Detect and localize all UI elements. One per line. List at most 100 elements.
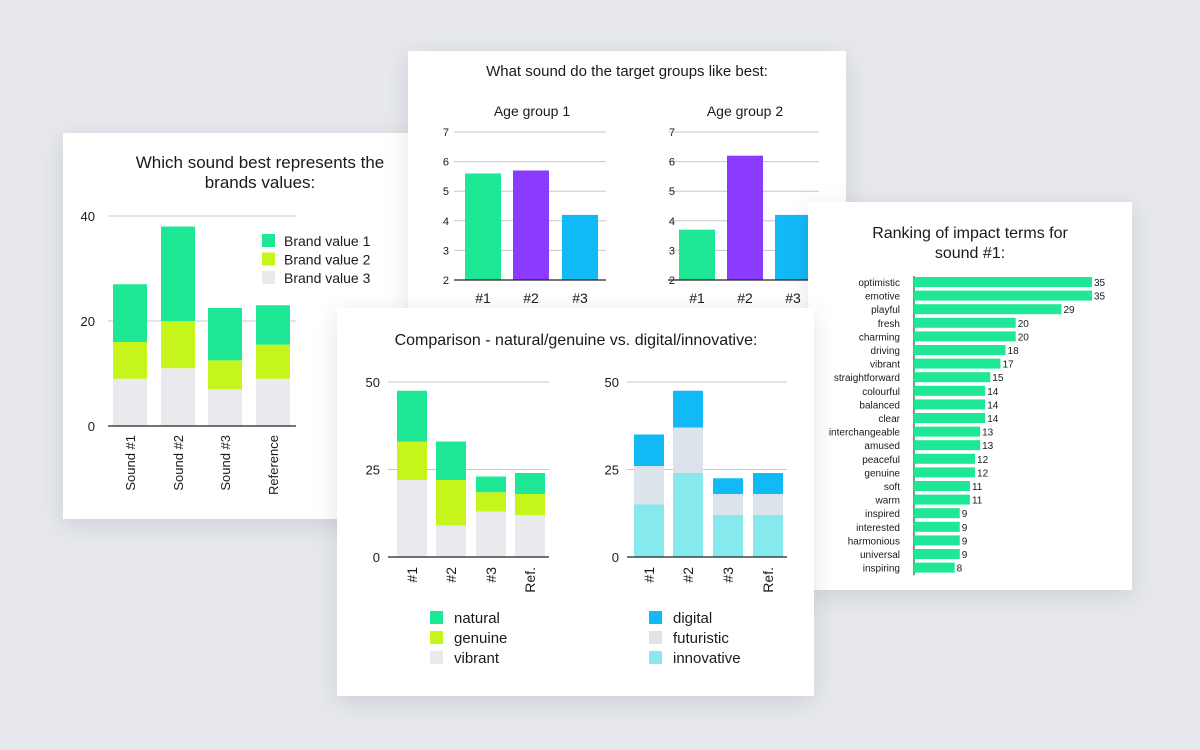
- bar-segment: [436, 441, 466, 480]
- legend-swatch: [430, 651, 443, 664]
- bar-segment: [113, 342, 147, 379]
- value-label: 9: [962, 550, 968, 561]
- y-tick-label: 4: [669, 216, 675, 228]
- value-label: 9: [962, 536, 968, 547]
- y-tick-label: 7: [443, 127, 449, 139]
- bar-segment: [634, 434, 664, 466]
- legend-label: Brand value 1: [284, 233, 371, 249]
- x-tick-label: Sound #3: [218, 435, 233, 491]
- bar: [679, 229, 715, 280]
- x-tick-label: #3: [572, 290, 588, 306]
- y-tick-label: 6: [443, 157, 449, 169]
- legend-swatch: [649, 651, 662, 664]
- bar: [914, 562, 955, 573]
- row-label: driving: [871, 346, 900, 357]
- value-label: 17: [1002, 360, 1014, 371]
- value-label: 11: [972, 482, 983, 493]
- legend-swatch: [430, 611, 443, 624]
- value-label: 8: [957, 564, 963, 575]
- value-label: 35: [1094, 278, 1106, 289]
- x-tick-label: #3: [483, 567, 499, 583]
- bar-segment: [208, 389, 242, 426]
- impact-ranking-chart: Ranking of impact terms for sound #1: opti…: [829, 225, 1106, 576]
- legend-swatch: [649, 631, 662, 644]
- bar: [562, 214, 598, 280]
- row-label: amused: [864, 441, 900, 452]
- bar-segment: [713, 494, 743, 515]
- row-label: interchangeable: [829, 428, 901, 439]
- x-tick-label: #1: [404, 567, 420, 583]
- chart-title: Comparison - natural/genuine vs. digital…: [395, 332, 758, 349]
- impact-ranking-card: Ranking of impact terms for sound #1: opti…: [808, 202, 1132, 590]
- chart-title-line: Which sound best represents the: [136, 153, 385, 172]
- y-tick-label: 50: [605, 375, 619, 390]
- bar: [914, 440, 981, 451]
- legend-label: futuristic: [673, 630, 729, 647]
- legend-swatch: [262, 271, 275, 284]
- bar: [775, 214, 811, 280]
- y-tick-label: 2: [669, 275, 675, 287]
- bar-segment: [208, 360, 242, 390]
- bar: [914, 494, 970, 505]
- value-label: 14: [987, 414, 999, 425]
- value-label: 35: [1094, 292, 1106, 303]
- bar-segment: [256, 305, 290, 345]
- bar: [914, 331, 1016, 342]
- legend-swatch: [262, 252, 275, 266]
- y-tick-label: 5: [443, 186, 449, 198]
- target-groups-card: What sound do the target groups like bes…: [408, 51, 846, 316]
- bar-segment: [161, 321, 195, 369]
- bar: [914, 413, 986, 423]
- value-label: 13: [982, 441, 994, 452]
- bar: [513, 170, 549, 280]
- bar: [914, 453, 976, 464]
- bar-segment: [753, 515, 783, 557]
- x-tick-label: Reference: [266, 435, 281, 495]
- value-label: 29: [1063, 305, 1075, 316]
- x-tick-label: #2: [680, 567, 696, 583]
- x-tick-label: #1: [475, 290, 491, 306]
- x-tick-label: #2: [443, 567, 459, 583]
- bar-segment: [113, 284, 147, 342]
- bar-segment: [476, 511, 506, 557]
- row-label: universal: [860, 550, 900, 561]
- legend-label: natural: [454, 610, 500, 627]
- y-tick-label: 3: [443, 245, 449, 257]
- bar-segment: [397, 390, 427, 442]
- y-tick-label: 0: [88, 419, 95, 434]
- row-label: fresh: [878, 319, 900, 330]
- x-tick-label: #3: [720, 567, 736, 583]
- y-tick-label: 5: [669, 186, 675, 198]
- row-label: inspiring: [863, 564, 900, 575]
- bar: [914, 535, 960, 546]
- y-tick-label: 4: [443, 216, 449, 228]
- bar-segment: [515, 473, 545, 494]
- bar-segment: [256, 378, 290, 426]
- row-label: playful: [871, 305, 900, 316]
- bar-segment: [397, 480, 427, 557]
- chart-title: What sound do the target groups like bes…: [486, 63, 768, 80]
- bar-segment: [634, 466, 664, 505]
- bar-segment: [713, 515, 743, 557]
- bar: [914, 521, 960, 532]
- x-tick-label: #1: [689, 290, 705, 306]
- x-tick-label: Ref.: [522, 567, 538, 593]
- bar-segment: [673, 473, 703, 557]
- bar: [914, 317, 1016, 328]
- x-tick-label: Ref.: [760, 567, 776, 593]
- bar: [914, 304, 1062, 315]
- bar: [914, 426, 981, 437]
- bar: [914, 549, 960, 559]
- value-label: 9: [962, 509, 968, 520]
- legend-label: digital: [673, 610, 712, 627]
- x-tick-label: #1: [641, 567, 657, 583]
- value-label: 9: [962, 523, 968, 534]
- row-label: genuine: [864, 468, 900, 479]
- bar: [465, 173, 501, 280]
- bar: [914, 345, 1006, 355]
- bar-segment: [713, 478, 743, 494]
- x-tick-label: #3: [785, 290, 801, 306]
- row-label: peaceful: [862, 455, 900, 466]
- value-label: 13: [982, 428, 994, 439]
